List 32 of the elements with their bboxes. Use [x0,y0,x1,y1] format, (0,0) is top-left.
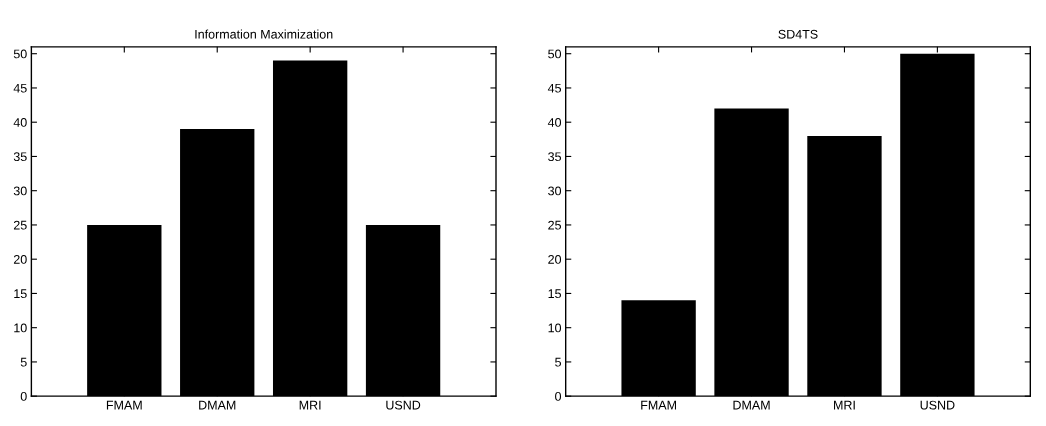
y-tick-label: 45 [547,83,561,93]
y-tick-label: 50 [13,49,27,59]
y-tick-label: 15 [14,289,27,299]
y-tick-label: 30 [13,186,27,196]
y-tick-label: 50 [548,49,562,59]
y-tick-label: 35 [548,152,561,162]
x-tick-label: MRI [834,400,855,410]
x-tick-label: MRI [299,400,321,410]
y-tick-label: 5 [20,357,27,367]
chart-title: Information Maximization [195,29,333,39]
chart-title: SD4TS [778,29,818,39]
y-tick-label: 40 [547,118,562,127]
y-tick-label: 45 [13,83,27,93]
x-tick-label: FMAM [106,400,142,410]
y-tick-label: 20 [13,254,27,264]
y-tick-label: 0 [555,391,562,401]
x-tick-label: USND [386,400,421,410]
y-tick-label: 0 [20,391,27,401]
y-tick-label: 20 [548,254,562,264]
x-tick-label: DMAM [733,400,770,410]
y-tick-label: 10 [548,323,562,333]
y-tick-label: 30 [548,186,562,196]
y-tick-label: 25 [13,220,27,230]
y-tick-label: 10 [14,323,27,333]
x-tick-label: FMAM [641,400,676,410]
y-tick-label: 15 [548,289,561,299]
y-tick-label: 40 [13,118,27,127]
y-tick-label: 5 [555,357,561,367]
x-tick-label: DMAM [199,400,236,410]
x-tick-label: USND [920,400,955,410]
y-tick-label: 35 [13,152,27,162]
y-tick-label: 25 [548,220,561,230]
